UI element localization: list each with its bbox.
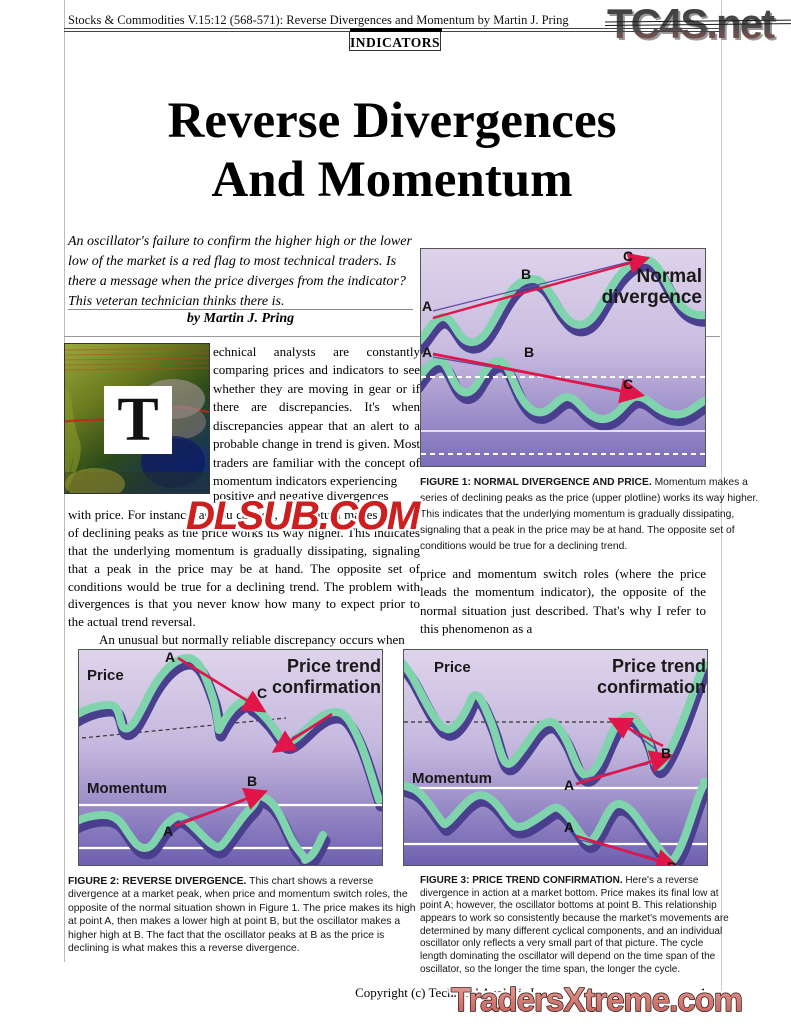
svg-text:Momentum: Momentum [87,780,167,797]
svg-text:Momentum: Momentum [412,770,492,787]
svg-text:A: A [165,650,175,665]
svg-text:confirmation: confirmation [272,677,381,697]
svg-text:C: C [623,376,633,392]
svg-text:A: A [422,344,432,360]
svg-text:Normal: Normal [637,266,702,287]
svg-text:B: B [661,745,671,761]
svg-text:TradersXtreme.com: TradersXtreme.com [451,981,742,1018]
svg-text:A: A [564,819,574,835]
svg-text:B: B [667,859,677,866]
svg-text:A: A [422,298,432,314]
svg-text:C: C [623,249,633,264]
svg-text:B: B [524,344,534,360]
svg-text:Price: Price [434,659,471,676]
svg-text:confirmation: confirmation [597,677,706,697]
svg-text:A: A [564,777,574,793]
svg-text:B: B [247,773,257,789]
svg-text:Price: Price [87,667,124,684]
svg-text:Price trend: Price trend [612,656,706,676]
svg-text:A: A [163,823,173,839]
svg-text:Price trend: Price trend [287,656,381,676]
svg-text:C: C [257,685,267,701]
svg-text:DLSUB.COM: DLSUB.COM [186,494,422,537]
svg-text:B: B [521,266,531,282]
svg-text:divergence: divergence [602,287,702,308]
